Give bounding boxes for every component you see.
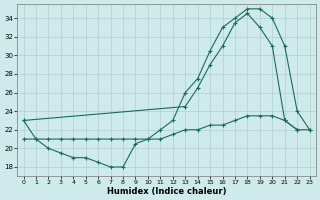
X-axis label: Humidex (Indice chaleur): Humidex (Indice chaleur): [107, 187, 226, 196]
